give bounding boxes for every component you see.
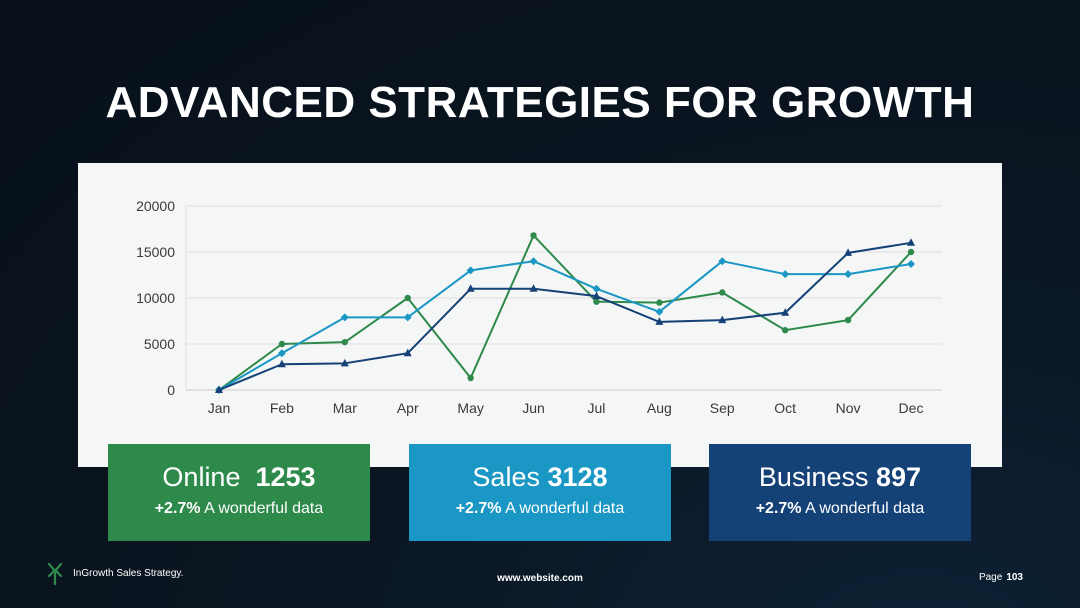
card-online-heading: Online 1253 — [108, 460, 370, 494]
series-2-point-dec — [907, 238, 915, 246]
chart-panel: 0 5000 10000 15000 20000 Jan Feb Mar Apr May Jun Ju… — [78, 163, 1002, 467]
card-business-desc: A wonderful data — [805, 500, 925, 517]
x-tick-label-sep: Sep — [710, 400, 735, 416]
series-2-point-feb — [277, 359, 286, 368]
series-0-point-apr — [404, 294, 411, 302]
x-tick-label-nov: Nov — [836, 400, 861, 416]
footer-website: www.website.com — [497, 573, 583, 584]
card-sales-label: Sales — [472, 462, 540, 492]
series-1-point-feb — [277, 349, 286, 358]
series-0-point-jul — [593, 298, 600, 305]
card-sales-desc: A wonderful data — [505, 500, 625, 517]
x-tick-label-jul: Jul — [588, 400, 606, 416]
series-1-point-may — [466, 266, 475, 275]
x-tick-label-jan: Jan — [208, 400, 231, 416]
series-2-point-nov — [844, 248, 853, 256]
series-0-point-jun — [530, 232, 537, 239]
series-0-point-feb — [278, 340, 286, 348]
card-sales: Sales 3128 +2.7% A wonderful data — [409, 444, 671, 541]
series-1-point-nov — [844, 270, 853, 279]
y-tick-label-0: 0 — [167, 382, 175, 398]
x-tick-label-dec: Dec — [899, 400, 924, 416]
series-2-point-may — [466, 284, 475, 292]
series-1-line — [218, 260, 912, 391]
series-2-point-oct — [781, 308, 790, 316]
series-0-point-aug — [656, 299, 663, 306]
series-2-point-aug — [655, 317, 664, 325]
series-1-point-oct — [781, 270, 790, 279]
card-sales-pct: +2.7% — [455, 500, 502, 517]
series-1-point-jul — [592, 284, 601, 293]
series-2-point-apr — [403, 348, 412, 357]
series-2-point-jan — [215, 385, 223, 393]
series-2-point-jun — [529, 284, 538, 292]
card-online-sub: +2.7% A wonderful data — [108, 500, 370, 518]
series-1-point-dec — [907, 259, 915, 268]
x-tick-label-oct: Oct — [774, 400, 796, 416]
card-business-heading: Business 897 — [709, 460, 971, 494]
footer-brand: InGrowth Sales Strategy. — [73, 568, 184, 579]
series-1-point-sep — [718, 257, 727, 266]
series-2-point-jul — [592, 291, 601, 300]
series-0-line — [218, 234, 912, 391]
series-1-point-jun — [529, 257, 538, 266]
series-0-point-mar — [341, 338, 349, 346]
page-title: ADVANCED STRATEGIES FOR GROWTH — [105, 78, 975, 127]
footer-page: Page 103 — [979, 572, 1023, 583]
card-business: Business 897 +2.7% A wonderful data — [709, 444, 971, 541]
card-business-label: Business — [758, 462, 869, 492]
x-tick-label-feb: Feb — [270, 400, 294, 416]
card-business-sub: +2.7% A wonderful data — [709, 500, 971, 518]
series-2-line — [218, 241, 912, 391]
series-0-point-sep — [719, 289, 726, 296]
y-tick-label-4: 20000 — [136, 198, 175, 214]
y-tick-label-3: 15000 — [136, 244, 175, 260]
card-sales-heading: Sales 3128 — [409, 460, 671, 494]
series-1-point-mar — [340, 313, 349, 322]
line-chart: 0 5000 10000 15000 20000 Jan Feb Mar Apr May Jun Ju… — [136, 198, 942, 416]
series-0-point-may — [467, 374, 474, 382]
series-2-point-mar — [340, 358, 349, 367]
card-online-pct: +2.7% — [154, 500, 201, 517]
series-0-point-dec — [907, 248, 915, 256]
x-tick-label-mar: Mar — [333, 400, 357, 416]
y-tick-label-1: 5000 — [144, 336, 175, 352]
card-sales-value: 3128 — [547, 462, 608, 492]
series-1-point-aug — [655, 307, 664, 316]
card-business-pct: +2.7% — [755, 500, 802, 517]
y-tick-label-2: 10000 — [136, 290, 175, 306]
footer-page-label: Page — [978, 572, 1003, 583]
x-tick-label-apr: Apr — [397, 400, 419, 416]
series-0-point-oct — [781, 327, 789, 334]
x-tick-label-jun: Jun — [522, 400, 545, 416]
card-online-label: Online — [162, 462, 241, 492]
card-online-desc: A wonderful data — [204, 500, 324, 517]
x-tick-label-aug: Aug — [647, 400, 672, 416]
growth-arrows-icon — [47, 562, 63, 586]
series-1-point-apr — [403, 313, 412, 322]
card-online: Online 1253 +2.7% A wonderful data — [108, 444, 370, 541]
footer-page-number: 103 — [1006, 572, 1023, 583]
series-2-point-sep — [718, 315, 727, 324]
x-tick-label-may: May — [457, 400, 483, 416]
card-sales-sub: +2.7% A wonderful data — [409, 500, 671, 518]
card-online-value: 1253 — [255, 462, 316, 492]
series-0-point-nov — [844, 316, 852, 324]
card-business-value: 897 — [876, 462, 922, 492]
